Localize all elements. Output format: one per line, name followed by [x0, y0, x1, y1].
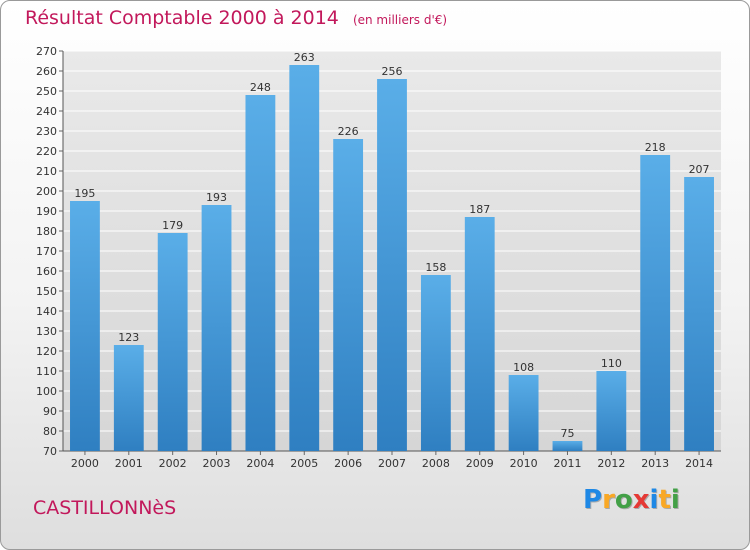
y-tick-label: 90: [43, 405, 57, 418]
bar-value-label: 110: [601, 357, 622, 370]
y-tick-label: 230: [36, 125, 57, 138]
chart-title-text: Résultat Comptable 2000 à 2014: [25, 7, 339, 29]
commune-name: CASTILLONNèS: [33, 497, 177, 519]
x-tick-label: 2010: [510, 457, 538, 470]
x-tick-label: 2007: [378, 457, 406, 470]
logo-letter: x: [632, 485, 650, 515]
y-tick-label: 210: [36, 165, 57, 178]
x-tick-label: 2005: [290, 457, 318, 470]
bar-value-label: 75: [560, 427, 574, 440]
logo-letter: i: [649, 485, 659, 515]
bar-value-label: 193: [206, 191, 227, 204]
logo-letter: i: [670, 485, 680, 515]
logo-letter: o: [614, 485, 633, 515]
x-tick-label: 2008: [422, 457, 450, 470]
bar-2011: [552, 441, 583, 451]
bar-value-label: 187: [469, 203, 490, 216]
y-tick-label: 220: [36, 145, 57, 158]
y-tick-label: 260: [36, 65, 57, 78]
x-tick-label: 2009: [466, 457, 494, 470]
bar-2001: [113, 345, 144, 451]
y-tick-label: 150: [36, 285, 57, 298]
y-tick-label: 270: [36, 45, 57, 58]
bar-value-label: 207: [689, 163, 710, 176]
bar-2009: [464, 217, 495, 451]
bar-value-label: 256: [382, 65, 403, 78]
x-tick-label: 2001: [115, 457, 143, 470]
bar-value-label: 108: [513, 361, 534, 374]
bar-2010: [508, 375, 539, 451]
y-tick-label: 180: [36, 225, 57, 238]
y-tick-label: 80: [43, 425, 57, 438]
bar-2006: [333, 139, 364, 451]
bar-value-label: 226: [338, 125, 359, 138]
bar-value-label: 248: [250, 81, 271, 94]
bar-2005: [289, 65, 320, 451]
y-tick-label: 130: [36, 325, 57, 338]
x-tick-label: 2014: [685, 457, 713, 470]
y-tick-label: 100: [36, 385, 57, 398]
x-tick-label: 2006: [334, 457, 362, 470]
logo-letter: r: [602, 485, 615, 515]
bar-2013: [640, 155, 671, 451]
logo-letter: P: [583, 485, 603, 515]
bar-2014: [684, 177, 714, 451]
y-tick-label: 70: [43, 445, 57, 458]
bar-value-label: 263: [294, 51, 315, 64]
bar-2012: [596, 371, 627, 451]
x-tick-label: 2004: [246, 457, 274, 470]
x-tick-label: 2013: [641, 457, 669, 470]
y-tick-label: 190: [36, 205, 57, 218]
y-tick-label: 250: [36, 85, 57, 98]
x-tick-label: 2000: [71, 457, 99, 470]
bar-2003: [201, 205, 232, 451]
y-tick-label: 160: [36, 265, 57, 278]
y-tick-label: 200: [36, 185, 57, 198]
bar-value-label: 123: [118, 331, 139, 344]
logo-letter: t: [658, 485, 671, 515]
chart-title: Résultat Comptable 2000 à 2014 (en milli…: [25, 7, 447, 29]
x-tick-label: 2003: [203, 457, 231, 470]
bar-value-label: 218: [645, 141, 666, 154]
bar-value-label: 179: [162, 219, 183, 232]
y-tick-label: 110: [36, 365, 57, 378]
y-tick-label: 120: [36, 345, 57, 358]
bar-2000: [70, 201, 100, 451]
bar-2004: [245, 95, 276, 451]
bar-value-label: 158: [425, 261, 446, 274]
x-tick-label: 2012: [597, 457, 625, 470]
bar-value-label: 195: [74, 187, 95, 200]
x-tick-label: 2002: [159, 457, 187, 470]
y-tick-label: 140: [36, 305, 57, 318]
x-tick-label: 2011: [553, 457, 581, 470]
y-tick-label: 240: [36, 105, 57, 118]
chart-subtitle: (en milliers d'€): [352, 13, 448, 27]
bar-2008: [420, 275, 451, 451]
bar-2007: [377, 79, 407, 451]
bar-2002: [157, 233, 188, 451]
proxiti-logo: Proxiti: [583, 485, 680, 515]
y-tick-label: 170: [36, 245, 57, 258]
